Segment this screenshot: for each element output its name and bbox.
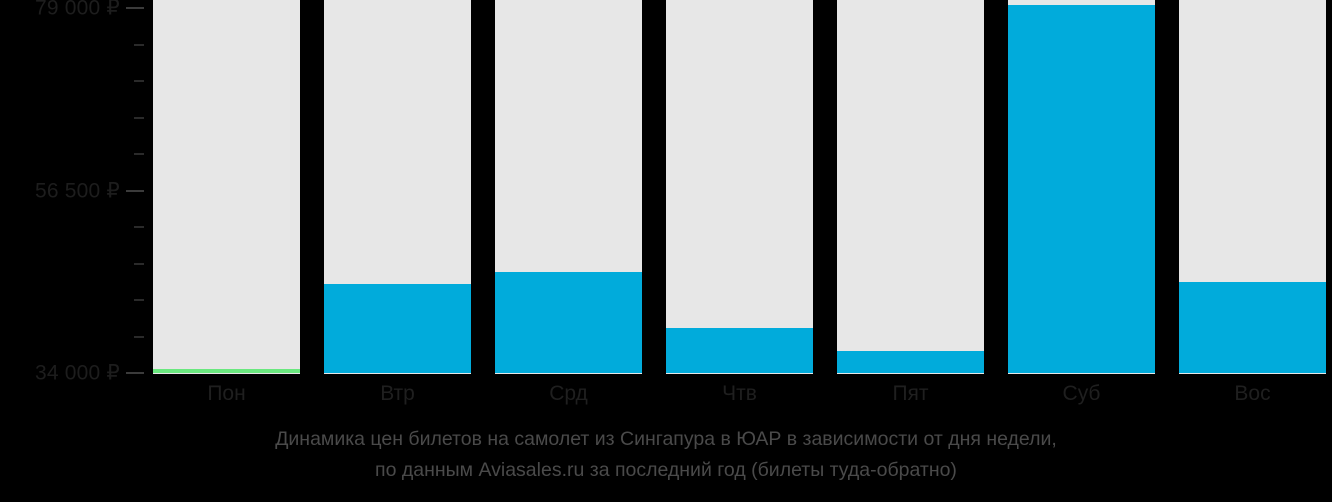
y-axis-tick-minor [134, 226, 144, 228]
bar-fill[interactable] [837, 351, 984, 373]
y-axis-label: 79 000 ₽ [34, 0, 120, 20]
x-axis-label-3: Чтв [722, 382, 757, 405]
bar-fill[interactable] [1008, 4, 1155, 373]
y-axis-tick-minor [134, 153, 144, 155]
y-axis-tick-minor [134, 335, 144, 338]
bar-slot[interactable] [666, 0, 813, 374]
x-axis-label-0: Пон [207, 382, 246, 405]
bar-slot[interactable] [495, 0, 642, 374]
chart-caption: Динамика цен билетов на самолет из Синга… [0, 424, 1332, 486]
bar-slot[interactable] [1008, 0, 1155, 374]
y-axis-tick-minor [134, 299, 144, 301]
y-axis: 79 000 ₽ 56 500 ₽ 34 000 ₽ [0, 0, 150, 385]
x-axis-label-4: Пят [892, 382, 929, 405]
bar-fill[interactable] [324, 283, 471, 373]
x-axis-label-6: Вос [1234, 382, 1271, 405]
x-axis-label-5: Суб [1062, 382, 1101, 405]
y-axis-tick-minor [134, 262, 144, 265]
y-axis-tick-minor [134, 80, 144, 82]
caption-line-1: Динамика цен билетов на самолет из Синга… [275, 428, 1057, 450]
bar-slot[interactable] [1179, 0, 1326, 374]
y-axis-label: 56 500 ₽ [34, 179, 120, 202]
bar-fill[interactable] [1179, 282, 1326, 373]
bars-layer [153, 0, 1326, 374]
y-axis-label: 34 000 ₽ [34, 361, 120, 385]
bar-fill[interactable] [153, 368, 300, 373]
bar-fill[interactable] [666, 328, 813, 373]
bar-fill[interactable] [495, 271, 642, 373]
bar-track [153, 0, 300, 374]
y-axis-tick-minor [134, 43, 144, 46]
caption-line-2: по данным Aviasales.ru за последний год … [375, 459, 957, 481]
x-axis-label-1: Втр [380, 382, 415, 405]
y-axis-tick-major [126, 7, 144, 9]
bar-slot[interactable] [153, 0, 300, 374]
bar-slot[interactable] [837, 0, 984, 374]
y-axis-tick-major [126, 189, 144, 192]
bar-track [666, 0, 813, 374]
plot-area: 79 000 ₽ 56 500 ₽ 34 000 ₽ [0, 0, 1326, 385]
bar-track [837, 0, 984, 374]
y-axis-tick-major [126, 372, 144, 374]
bar-slot[interactable] [324, 0, 471, 374]
x-axis: Пон Втр Срд Чтв Пят Суб Вос [0, 374, 1332, 416]
y-axis-tick-minor [134, 116, 144, 119]
x-axis-label-2: Срд [549, 382, 588, 405]
